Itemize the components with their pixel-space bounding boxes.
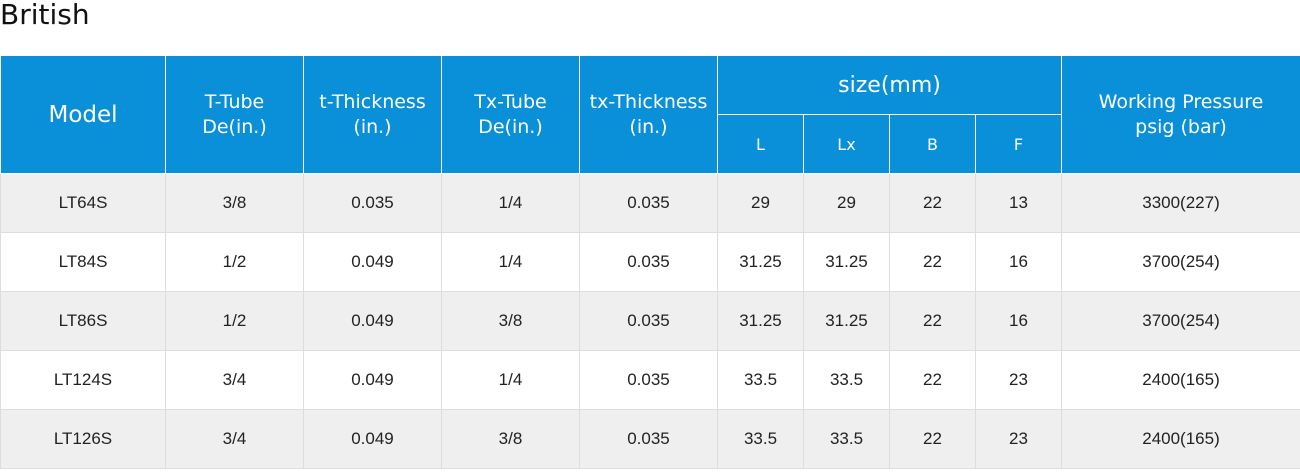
table-row: LT64S 3/8 0.035 1/4 0.035 29 29 22 13 3300(227)	[0, 173, 1300, 233]
cell-size-l: 33.5	[717, 350, 804, 410]
cell-model: LT86S	[0, 291, 166, 351]
cell-working-pressure: 3300(227)	[1061, 173, 1300, 233]
header-tx-thickness-line2: (in.)	[629, 115, 668, 138]
cell-size-f: 23	[975, 350, 1062, 410]
header-working-pressure-line1: Working Pressure	[1098, 90, 1264, 113]
cell-t-thickness: 0.049	[303, 232, 442, 292]
header-size-f: F	[975, 114, 1062, 174]
cell-tx-thickness: 0.035	[579, 350, 718, 410]
cell-size-l: 33.5	[717, 409, 804, 469]
table-header: Model T-Tube De(in.) t-Thickness (in.) T…	[0, 55, 1300, 174]
cell-size-l: 29	[717, 173, 804, 233]
table-row: LT86S 1/2 0.049 3/8 0.035 31.25 31.25 22 16 3700(…	[0, 291, 1300, 351]
cell-size-lx: 33.5	[803, 350, 890, 410]
cell-tx-tube: 1/4	[441, 350, 580, 410]
cell-size-lx: 33.5	[803, 409, 890, 469]
header-t-tube-line1: T-Tube	[204, 90, 265, 113]
header-t-tube: T-Tube De(in.)	[165, 55, 304, 174]
header-model: Model	[0, 55, 166, 174]
cell-t-thickness: 0.049	[303, 409, 442, 469]
cell-size-b: 22	[889, 350, 976, 410]
cell-size-l: 31.25	[717, 291, 804, 351]
header-tx-tube-line2: De(in.)	[478, 115, 543, 138]
cell-tx-tube: 3/8	[441, 409, 580, 469]
header-size-group: size(mm)	[717, 55, 1062, 115]
cell-t-tube: 1/2	[165, 291, 304, 351]
header-working-pressure: Working Pressure psig (bar)	[1061, 55, 1300, 174]
table-row: LT124S 3/4 0.049 1/4 0.035 33.5 33.5 22 23 2400(1…	[0, 350, 1300, 410]
cell-working-pressure: 3700(254)	[1061, 232, 1300, 292]
header-tx-tube: Tx-Tube De(in.)	[441, 55, 580, 174]
header-t-thickness: t-Thickness (in.)	[303, 55, 442, 174]
cell-size-lx: 31.25	[803, 232, 890, 292]
cell-model: LT124S	[0, 350, 166, 410]
table-row: LT84S 1/2 0.049 1/4 0.035 31.25 31.25 22 16 3700(…	[0, 232, 1300, 292]
cell-t-thickness: 0.049	[303, 350, 442, 410]
cell-model: LT84S	[0, 232, 166, 292]
cell-size-lx: 29	[803, 173, 890, 233]
cell-tx-thickness: 0.035	[579, 291, 718, 351]
cell-working-pressure: 2400(165)	[1061, 409, 1300, 469]
cell-t-thickness: 0.049	[303, 291, 442, 351]
cell-working-pressure: 2400(165)	[1061, 350, 1300, 410]
header-size-l: L	[717, 114, 804, 174]
cell-size-b: 22	[889, 409, 976, 469]
header-t-tube-line2: De(in.)	[202, 115, 267, 138]
cell-tx-thickness: 0.035	[579, 409, 718, 469]
cell-t-tube: 3/4	[165, 409, 304, 469]
cell-t-tube: 1/2	[165, 232, 304, 292]
cell-t-tube: 3/8	[165, 173, 304, 233]
cell-size-b: 22	[889, 291, 976, 351]
header-t-thickness-line2: (in.)	[353, 115, 392, 138]
header-working-pressure-line2: psig (bar)	[1135, 115, 1227, 138]
specification-table: Model T-Tube De(in.) t-Thickness (in.) T…	[0, 55, 1300, 469]
cell-t-tube: 3/4	[165, 350, 304, 410]
cell-size-f: 13	[975, 173, 1062, 233]
header-tx-thickness-line1: tx-Thickness	[589, 90, 708, 113]
header-size-lx: Lx	[803, 114, 890, 174]
cell-tx-tube: 3/8	[441, 291, 580, 351]
header-t-thickness-line1: t-Thickness	[319, 90, 426, 113]
cell-tx-tube: 1/4	[441, 232, 580, 292]
page-title: British	[0, 0, 90, 31]
cell-size-f: 16	[975, 291, 1062, 351]
cell-model: LT64S	[0, 173, 166, 233]
cell-size-f: 16	[975, 232, 1062, 292]
table-row: LT126S 3/4 0.049 3/8 0.035 33.5 33.5 22 23 2400(1…	[0, 409, 1300, 469]
cell-size-lx: 31.25	[803, 291, 890, 351]
cell-tx-thickness: 0.035	[579, 173, 718, 233]
cell-model: LT126S	[0, 409, 166, 469]
table-body: LT64S 3/8 0.035 1/4 0.035 29 29 22 13 3300(227) LT…	[0, 173, 1300, 469]
cell-size-l: 31.25	[717, 232, 804, 292]
cell-t-thickness: 0.035	[303, 173, 442, 233]
cell-working-pressure: 3700(254)	[1061, 291, 1300, 351]
header-tx-thickness: tx-Thickness (in.)	[579, 55, 718, 174]
cell-size-b: 22	[889, 232, 976, 292]
header-tx-tube-line1: Tx-Tube	[474, 90, 547, 113]
cell-size-f: 23	[975, 409, 1062, 469]
cell-size-b: 22	[889, 173, 976, 233]
cell-tx-tube: 1/4	[441, 173, 580, 233]
header-size-b: B	[889, 114, 976, 174]
cell-tx-thickness: 0.035	[579, 232, 718, 292]
